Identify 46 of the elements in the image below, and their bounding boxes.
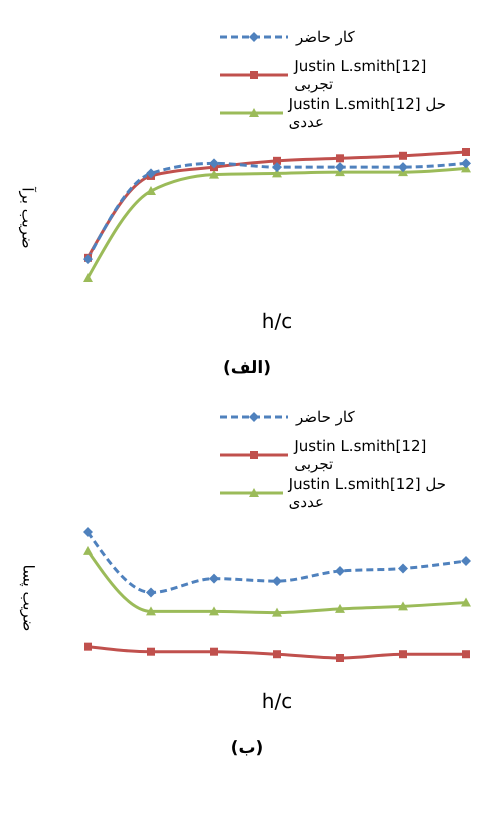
y-axis-title: ضریب برآ — [19, 187, 37, 249]
point — [398, 162, 408, 172]
y-axis-title: ضریب پسا — [19, 564, 37, 632]
point — [336, 154, 344, 162]
point — [273, 650, 281, 658]
x-axis-title: h/c — [262, 689, 292, 713]
point — [83, 527, 93, 537]
point — [83, 254, 93, 264]
point — [335, 604, 345, 613]
point — [399, 650, 407, 658]
point — [398, 601, 408, 610]
point — [272, 608, 282, 617]
point — [209, 574, 219, 584]
point — [272, 576, 282, 586]
point — [146, 186, 156, 196]
point — [461, 158, 471, 168]
legend-label: Justin L.smith[12] تجربی — [294, 437, 428, 473]
point — [336, 654, 344, 662]
legend-label: کار حاضر — [296, 408, 355, 426]
point — [209, 606, 219, 616]
point — [146, 587, 156, 598]
point — [461, 598, 471, 607]
legend-label: کار حاضر — [296, 28, 355, 46]
point — [272, 162, 282, 172]
point — [146, 606, 156, 616]
legend-label: Justin L.smith[12] تجربی — [294, 57, 428, 93]
text: (الف) — [222, 358, 272, 378]
legend-label: Justin L.smith[12] حل عددی — [288, 475, 448, 511]
point — [209, 170, 219, 179]
point — [461, 556, 471, 566]
point — [462, 650, 470, 658]
point — [84, 642, 92, 651]
point — [399, 152, 407, 160]
point — [83, 273, 93, 282]
point — [83, 546, 93, 555]
point — [335, 566, 345, 576]
x-axis-title: h/c — [262, 309, 292, 333]
point — [462, 148, 470, 156]
legend-label: Justin L.smith[12] حل عددی — [288, 95, 448, 131]
point — [398, 564, 408, 574]
text: (ب) — [230, 738, 264, 758]
point — [210, 648, 218, 656]
point — [147, 648, 155, 656]
point — [146, 168, 156, 178]
point — [335, 162, 345, 172]
point — [209, 158, 219, 168]
